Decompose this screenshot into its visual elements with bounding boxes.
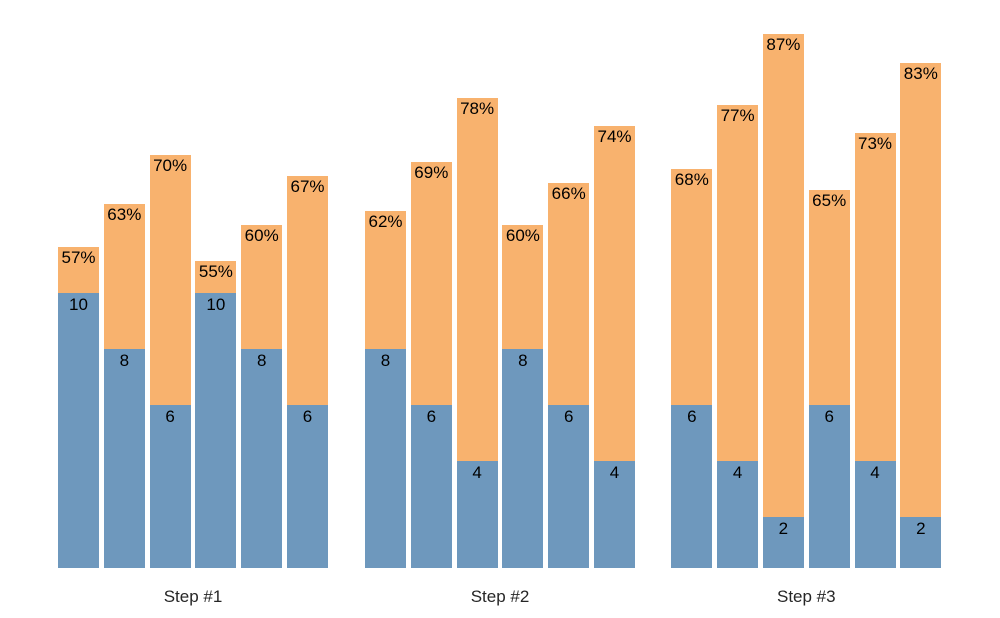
- bar-group3-col1: 68% 6: [671, 168, 713, 568]
- bar-base-segment: 8: [365, 348, 406, 568]
- bar-top-segment: 60%: [241, 225, 283, 349]
- bar-top-segment: 74%: [594, 126, 635, 461]
- bar-group3-col3: 87% 2: [762, 34, 804, 568]
- percent-label: 60%: [244, 226, 279, 246]
- value-label: 6: [426, 406, 437, 426]
- bar-group1-col3: 70% 6: [149, 154, 191, 568]
- bar-group2-col5: 66% 6: [548, 182, 590, 568]
- percent-label: 63%: [107, 205, 142, 225]
- bar-group2-col4: 60% 8: [502, 225, 544, 568]
- bar-base-segment: 4: [854, 460, 896, 568]
- bar-base-segment: 6: [548, 404, 590, 568]
- percent-label: 62%: [368, 212, 403, 232]
- bar-top-segment: 87%: [762, 34, 804, 517]
- bar-base-segment: 10: [195, 292, 237, 568]
- value-label: 8: [518, 350, 528, 370]
- value-label: 10: [69, 294, 88, 314]
- bar-base-segment: 8: [502, 348, 544, 568]
- bar-group1-col6: 67% 6: [287, 175, 328, 568]
- bar-top-segment: 77%: [717, 105, 759, 461]
- value-label: 4: [472, 462, 482, 482]
- bar-base-segment: 6: [287, 404, 328, 568]
- bar-top-segment: 57%: [58, 246, 99, 293]
- percent-label: 77%: [720, 106, 755, 126]
- bar-top-segment: 73%: [854, 133, 896, 461]
- bar-base-segment: 8: [103, 348, 145, 568]
- bar-base-segment: 6: [410, 404, 452, 568]
- x-axis-category-label-2: Step #2: [470, 587, 530, 606]
- bar-top-segment: 63%: [103, 204, 145, 349]
- bar-group1-col1: 57% 10: [58, 246, 99, 568]
- percent-label: 83%: [903, 63, 938, 83]
- value-label: 4: [732, 462, 743, 482]
- bar-base-segment: 4: [594, 460, 635, 568]
- bar-top-segment: 69%: [410, 161, 452, 405]
- value-label: 6: [165, 406, 175, 426]
- bar-top-segment: 67%: [287, 175, 328, 405]
- value-label: 6: [563, 406, 574, 426]
- x-axis-category-label-3: Step #3: [776, 587, 836, 606]
- value-label: 4: [609, 462, 620, 482]
- bar-top-segment: 66%: [548, 182, 590, 405]
- value-label: 8: [380, 350, 391, 370]
- bar-top-segment: 78%: [456, 97, 498, 461]
- bar-top-segment: 70%: [149, 154, 191, 405]
- value-label: 6: [302, 406, 313, 426]
- value-label: 8: [256, 350, 267, 370]
- percent-label: 78%: [460, 98, 495, 118]
- percent-label: 66%: [551, 183, 586, 203]
- bar-group2-col6: 74% 4: [594, 126, 635, 568]
- bar-top-segment: 68%: [671, 168, 713, 405]
- value-label: 6: [687, 406, 697, 426]
- bar-group2-col2: 69% 6: [410, 161, 452, 568]
- value-label: 6: [824, 406, 834, 426]
- bar-base-segment: 4: [717, 460, 759, 568]
- x-axis-category-label-1: Step #1: [163, 587, 223, 606]
- bar-group2-col1: 62% 8: [365, 211, 406, 568]
- value-label: 10: [206, 294, 226, 314]
- percent-label: 68%: [674, 169, 709, 189]
- bar-top-segment: 65%: [808, 189, 850, 405]
- bar-top-segment: 62%: [365, 211, 406, 349]
- percent-label: 70%: [153, 155, 188, 175]
- bar-base-segment: 6: [671, 404, 713, 568]
- value-label: 2: [778, 518, 789, 538]
- percent-label: 87%: [766, 35, 801, 55]
- percent-label: 60%: [505, 226, 540, 246]
- bar-group3-col4: 65% 6: [808, 189, 850, 568]
- percent-label: 74%: [597, 127, 632, 147]
- bar-group3-col5: 73% 4: [854, 133, 896, 568]
- percent-label: 73%: [857, 134, 893, 154]
- bar-base-segment: 6: [149, 404, 191, 568]
- bar-top-segment: 83%: [900, 62, 942, 517]
- bar-base-segment: 2: [762, 516, 804, 568]
- bar-base-segment: 10: [58, 292, 99, 568]
- bar-group1-col4: 55% 10: [195, 260, 237, 568]
- bar-top-segment: 60%: [502, 225, 544, 349]
- bar-group1-col2: 63% 8: [103, 204, 145, 568]
- percent-label: 67%: [290, 176, 325, 196]
- bar-top-segment: 55%: [195, 260, 237, 293]
- bar-group2-col3: 78% 4: [456, 97, 498, 568]
- percent-label: 65%: [812, 190, 847, 210]
- bar-base-segment: 8: [241, 348, 283, 568]
- percent-label: 69%: [414, 162, 449, 182]
- bar-base-segment: 2: [900, 516, 942, 568]
- percent-label: 57%: [61, 247, 96, 267]
- bar-group1-col5: 60% 8: [241, 225, 283, 568]
- value-label: 4: [870, 462, 880, 482]
- bar-base-segment: 4: [456, 460, 498, 568]
- value-label: 2: [916, 518, 926, 538]
- bar-base-segment: 6: [808, 404, 850, 568]
- percent-label: 55%: [198, 261, 233, 281]
- value-label: 8: [119, 350, 130, 370]
- bar-group3-col6: 83% 2: [900, 62, 942, 568]
- bar-group3-col2: 77% 4: [717, 105, 759, 568]
